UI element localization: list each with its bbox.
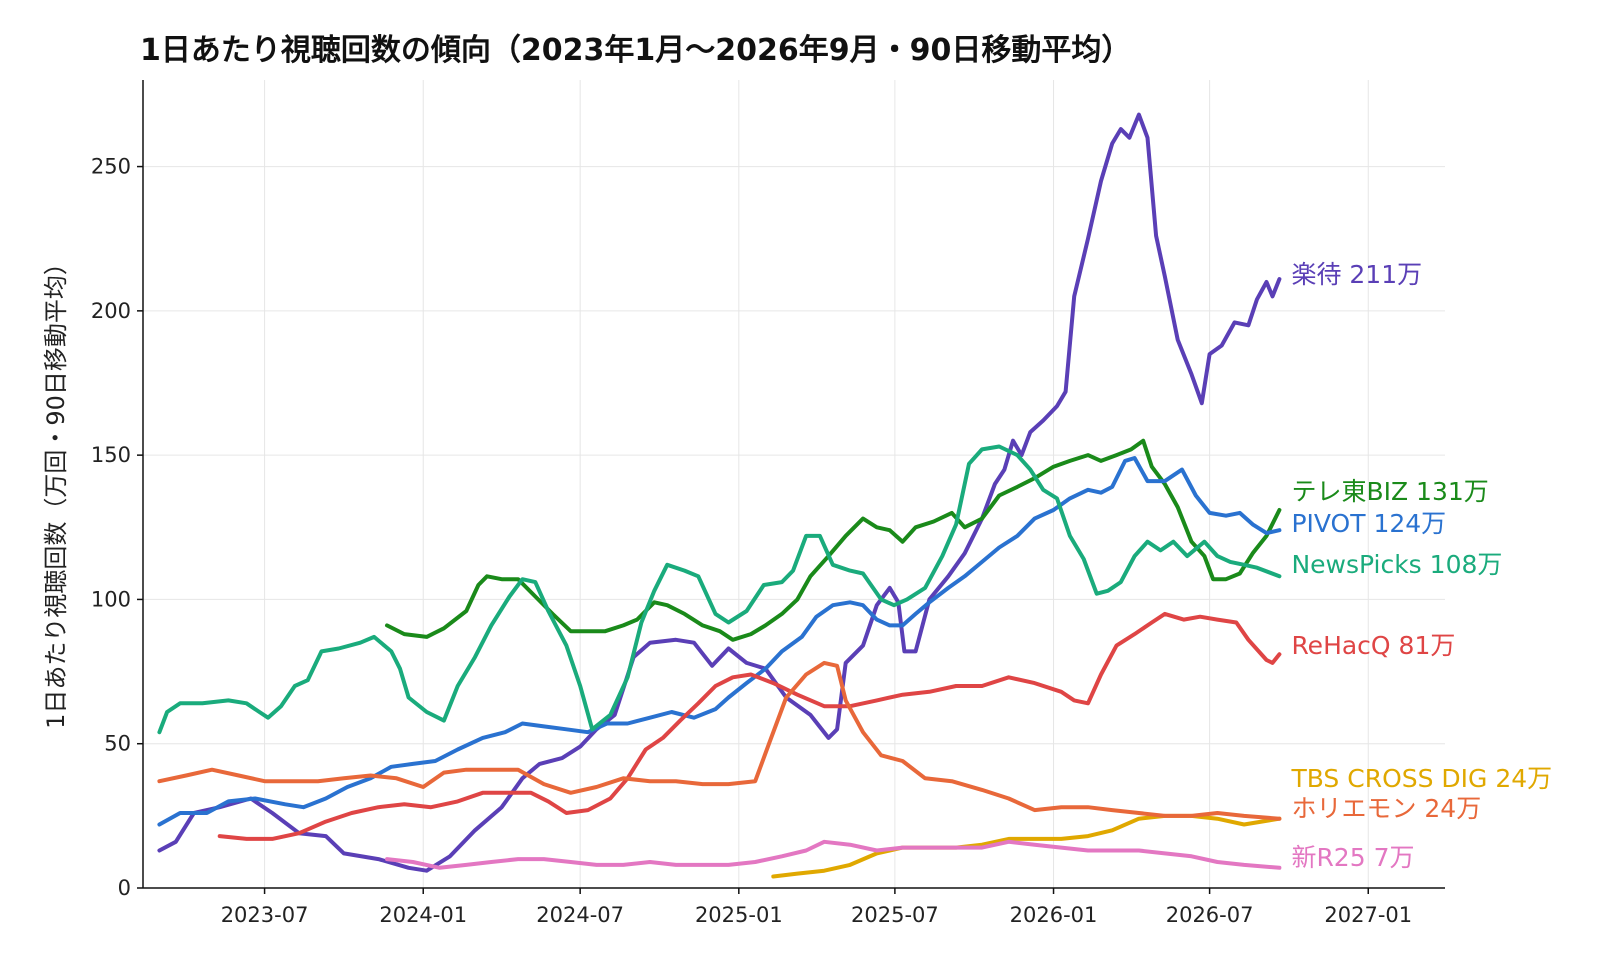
series-end-label: 楽待 211万: [1291, 260, 1422, 289]
x-tick-label: 2027-01: [1324, 903, 1412, 927]
y-tick-label: 250: [91, 155, 131, 179]
y-tick-label: 150: [91, 443, 131, 467]
series-lines: [157, 112, 1282, 879]
series-end-label: 新R25 7万: [1291, 843, 1414, 872]
y-tick-label: 0: [118, 876, 131, 900]
series-line: [157, 112, 1282, 873]
series-end-label: ホリエモン 24万: [1291, 794, 1481, 823]
series-end-label: テレ東BIZ 131万: [1291, 477, 1488, 506]
x-tick-label: 2026-07: [1166, 903, 1254, 927]
x-tick-label: 2026-01: [1010, 903, 1098, 927]
series-line: [157, 660, 1282, 821]
grid-lines: [143, 80, 1445, 889]
x-tick-label: 2023-07: [221, 903, 309, 927]
series-end-label: TBS CROSS DIG 24万: [1290, 764, 1552, 793]
series-line: [217, 611, 1282, 841]
series-end-label: NewsPicks 108万: [1291, 550, 1502, 579]
y-tick-label: 100: [91, 587, 131, 611]
axes: [137, 80, 1445, 894]
x-tick-label: 2024-07: [536, 903, 624, 927]
tick-labels: 2023-07 2024-01 2024-07 2025-01 2025-07 2026-…: [91, 155, 1412, 927]
x-tick-label: 2025-07: [851, 903, 939, 927]
x-tick-label: 2024-01: [379, 903, 467, 927]
chart-title: 1日あたり視聴回数の傾向（2023年1月〜2026年9月・90日移動平均）: [140, 33, 1131, 68]
y-axis-label: 1日あたり視聴回数（万回・90日移動平均）: [42, 251, 70, 729]
x-tick-label: 2025-01: [695, 903, 783, 927]
y-tick-label: 50: [104, 732, 131, 756]
series-line: [385, 438, 1282, 642]
series-end-label: PIVOT 124万: [1291, 509, 1446, 538]
series-line: [385, 839, 1282, 870]
series-end-label: ReHacQ 81万: [1291, 631, 1455, 660]
y-tick-label: 200: [91, 299, 131, 323]
series-line: [157, 444, 1282, 735]
series-line: [157, 456, 1282, 827]
